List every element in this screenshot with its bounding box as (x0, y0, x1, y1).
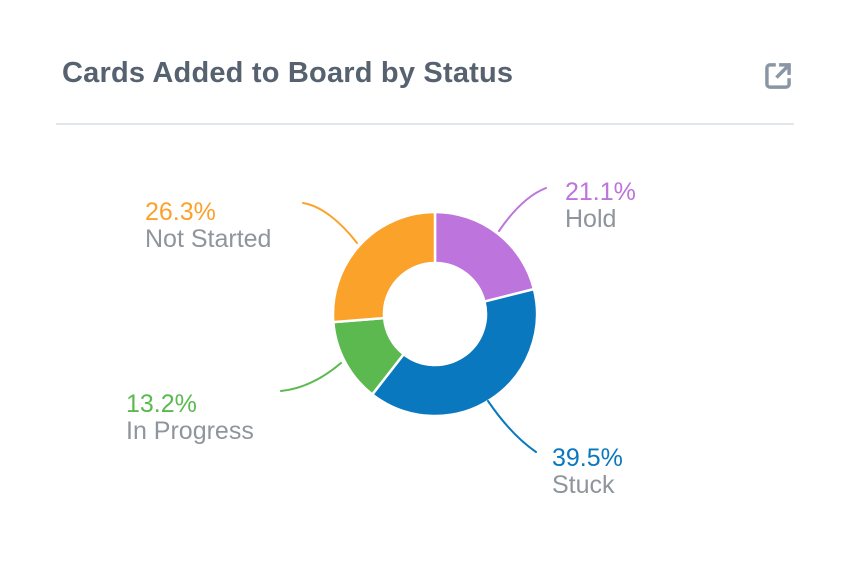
slice-name: Stuck (552, 471, 615, 499)
slice-percent: 39.5% (552, 444, 623, 472)
pie-slice-hold[interactable] (433, 210, 536, 303)
header-divider (56, 123, 794, 125)
pie-slice-not-started[interactable] (331, 210, 437, 324)
leader-line-hold (498, 187, 547, 232)
chart-title: Cards Added to Board by Status (62, 57, 514, 89)
slice-percent: 21.1% (565, 178, 636, 206)
leader-line-not-started (302, 202, 358, 244)
slice-label-hold: 21.1% Hold (565, 179, 636, 233)
open-in-new-window-button[interactable] (757, 55, 799, 97)
slice-label-stuck: 39.5% Stuck (552, 445, 623, 499)
leader-line-stuck (487, 400, 537, 453)
slice-name: Not Started (145, 225, 272, 253)
slice-percent: 26.3% (145, 198, 216, 226)
slice-label-not-started: 26.3% Not Started (145, 199, 271, 253)
slice-name: Hold (565, 205, 617, 233)
pie-slice-stuck[interactable] (371, 287, 539, 418)
slice-label-in-progress: 13.2% In Progress (126, 391, 254, 445)
slice-name: In Progress (126, 417, 254, 445)
external-link-icon (765, 62, 792, 89)
leader-line-in-progress (280, 362, 342, 392)
slice-percent: 13.2% (126, 390, 197, 418)
